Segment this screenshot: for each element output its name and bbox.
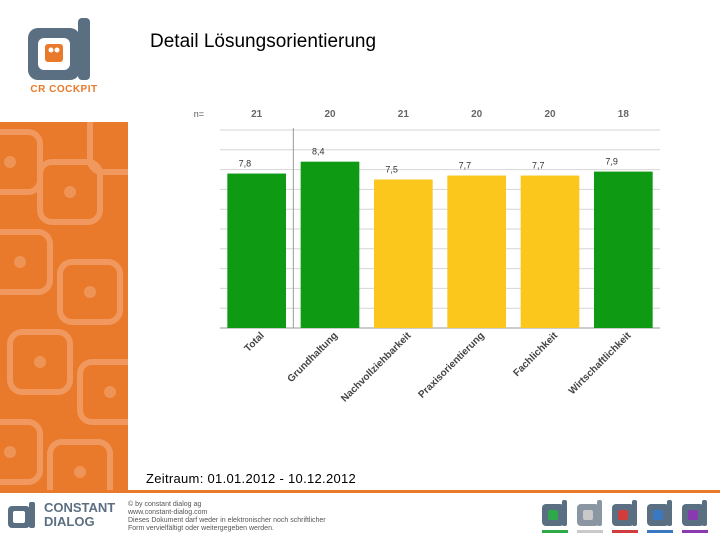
copyright-line: www.constant-dialog.com: [128, 509, 208, 516]
copyright-line: Dieses Dokument darf weder in elektronis…: [128, 517, 326, 524]
cr-cockpit-logo: [28, 18, 90, 80]
bar-chart: n= 21 7,8 Total 20 8,4 Grundhaltung 21 7,5 Nachvo…: [194, 109, 660, 405]
product-logo-icon: [647, 500, 673, 533]
n-value: 18: [618, 109, 630, 120]
n-label: n=: [194, 109, 204, 119]
product-logo-icon: [682, 500, 708, 533]
page-title: Detail Lösungsorientierung: [150, 31, 377, 52]
bar: [300, 161, 360, 328]
n-value: 21: [398, 109, 410, 120]
pattern-graphic: [0, 122, 128, 490]
n-value: 20: [471, 109, 483, 120]
bar: [447, 175, 506, 328]
footer-divider: [0, 490, 720, 493]
company-name-line2: DIALOG: [44, 514, 95, 529]
value-label: 7,5: [385, 165, 398, 175]
category-label: Total: [243, 330, 267, 354]
logo-text: CR COCKPIT: [30, 84, 98, 95]
product-logo-icon: [542, 500, 568, 533]
product-logos: [540, 500, 710, 536]
category-label: Grundhaltung: [286, 330, 341, 385]
company-name: CONSTANT DIALOG: [44, 501, 115, 529]
value-label: 7,9: [605, 157, 618, 167]
category-label: Wirtschaftlichkeit: [567, 330, 634, 397]
product-logo-icon: [612, 500, 638, 533]
period-label: Zeitraum: 01.01.2012 - 10.12.2012: [146, 471, 357, 486]
category-label: Praxisorientierung: [417, 330, 487, 400]
logo-area: CR COCKPIT: [0, 0, 128, 122]
bar: [227, 173, 286, 328]
value-label: 8,4: [312, 147, 325, 157]
n-value: 21: [251, 109, 263, 120]
value-label: 7,7: [532, 161, 545, 171]
copyright-line: Form vervielfältigt oder weitergegeben w…: [128, 525, 274, 532]
side-panel: CR COCKPIT: [0, 0, 128, 490]
bar: [374, 179, 433, 328]
category-label: Nachvollziehbarkeit: [339, 330, 414, 405]
constant-dialog-logo: [8, 502, 35, 528]
product-logo-icon: [577, 500, 603, 533]
value-label: 7,7: [459, 161, 472, 171]
n-value: 20: [324, 109, 336, 120]
category-label: Fachlichkeit: [511, 330, 560, 379]
value-label: 7,8: [239, 159, 252, 169]
decorative-pattern: [0, 122, 128, 490]
bar: [594, 171, 653, 328]
copyright-text: © by constant dialog ag www.constant-dia…: [128, 501, 388, 533]
company-name-line1: CONSTANT: [44, 500, 116, 515]
copyright-line: © by constant dialog ag: [128, 501, 202, 508]
bar: [520, 175, 580, 328]
n-value: 20: [544, 109, 556, 120]
